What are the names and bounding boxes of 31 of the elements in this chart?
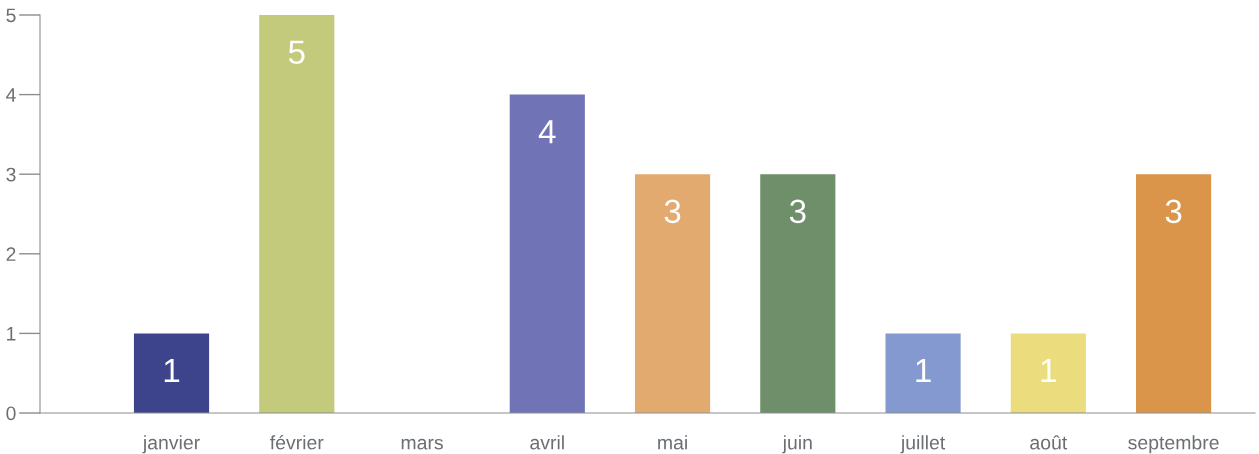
bar — [133, 333, 210, 413]
x-tick-label: août — [1030, 435, 1068, 450]
x-tick-label: mai — [658, 435, 687, 450]
data-label: 1 — [916, 359, 931, 383]
bar — [509, 94, 585, 413]
bar — [259, 15, 335, 413]
y-tick-label: 3 — [6, 167, 16, 182]
bar — [885, 333, 961, 413]
x-tick-label: juin — [782, 435, 812, 454]
bar — [1136, 174, 1212, 413]
y-tick-label: 4 — [6, 88, 16, 102]
y-tick-label: 0 — [6, 406, 16, 421]
bar — [760, 174, 836, 413]
x-tick-label: mars — [401, 438, 443, 450]
data-label: 1 — [1041, 359, 1056, 383]
x-tick-label: avril — [530, 435, 564, 450]
data-label: 5 — [288, 40, 305, 64]
x-tick-label: juillet — [900, 435, 946, 454]
data-label: 4 — [538, 120, 556, 144]
data-label: 3 — [789, 199, 806, 224]
x-tick-label: septembre — [1128, 435, 1219, 454]
data-label: 3 — [1165, 199, 1182, 224]
data-label: 1 — [164, 359, 180, 383]
data-label: 3 — [664, 199, 681, 224]
x-tick-label: janvier — [142, 435, 200, 454]
y-tick-label: 1 — [7, 327, 16, 341]
bar — [1010, 333, 1086, 413]
bar — [634, 174, 711, 413]
y-tick-label: 2 — [6, 247, 16, 261]
x-tick-label: février — [270, 434, 324, 450]
y-tick-label: 5 — [6, 8, 16, 23]
